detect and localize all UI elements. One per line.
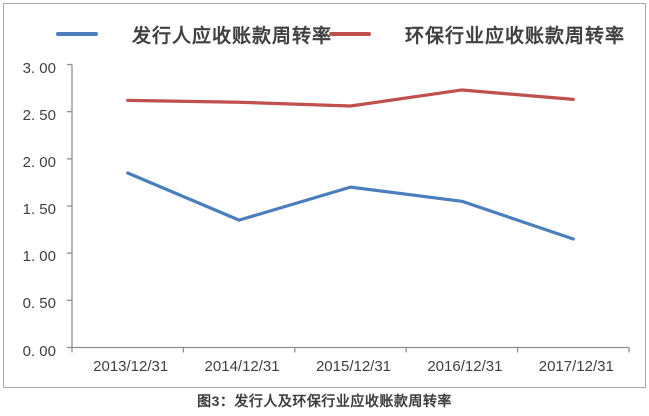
y-tick-label: 1. 00 bbox=[22, 248, 56, 266]
legend: 发行人应收账款周转率 环保行业应收账款周转率 bbox=[4, 21, 645, 47]
issuer-series-legend-label: 发行人应收账款周转率 bbox=[132, 25, 333, 47]
y-tick-label: 1. 50 bbox=[22, 201, 56, 218]
x-tick-label: 2015/12/31 bbox=[315, 358, 392, 375]
legend-item-industry: 环保行业应收账款周转率 bbox=[329, 21, 625, 47]
plot-svg bbox=[67, 63, 630, 353]
x-tick-label: 2013/12/31 bbox=[93, 358, 169, 375]
y-tick-label: 2. 00 bbox=[22, 153, 56, 171]
y-tick-label: 2. 50 bbox=[22, 106, 56, 124]
x-tick-label: 2014/12/31 bbox=[204, 358, 280, 375]
y-tick-label: 0. 00 bbox=[22, 342, 56, 360]
y-tick-label: 3. 00 bbox=[22, 59, 56, 77]
x-tick-label: 2017/12/31 bbox=[538, 358, 614, 375]
industry-series-legend-label: 环保行业应收账款周转率 bbox=[405, 25, 626, 47]
x-tick-label: 2016/12/31 bbox=[427, 358, 503, 375]
chart-box: 发行人应收账款周转率 环保行业应收账款周转率 3. 00 2. 50 2. 00… bbox=[3, 3, 646, 388]
issuer-series-legend-swatch bbox=[56, 32, 98, 36]
y-tick-label: 0. 50 bbox=[22, 295, 56, 313]
industry-series-legend-swatch bbox=[329, 32, 371, 36]
figure-caption: 图3：发行人及环保行业应收账款周转率 bbox=[197, 393, 452, 409]
legend-item-issuer: 发行人应收账款周转率 bbox=[56, 21, 332, 47]
